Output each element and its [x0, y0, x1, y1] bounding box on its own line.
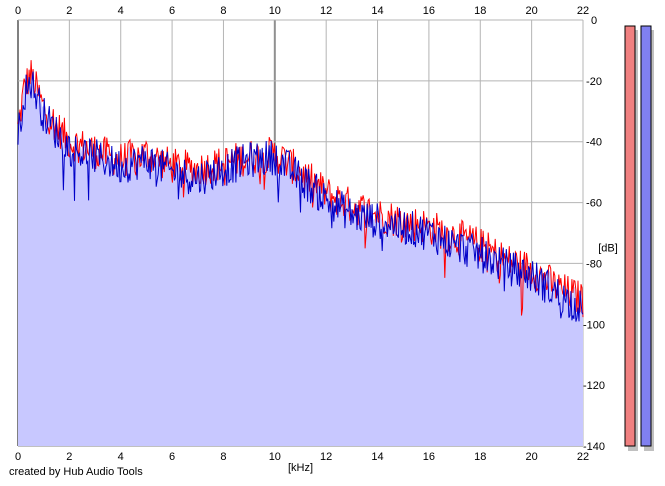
- x-ticks-top: 0 2 4 6 8 10 12 14 16 18 20 22: [15, 5, 589, 17]
- x-tick-label-top: 10: [269, 5, 281, 17]
- y-tick-label: -100: [583, 319, 605, 331]
- y-ticks: 0 -20 -40 -60 -80 -100 -120 -140: [583, 15, 605, 453]
- x-tick-label-bottom: 20: [526, 451, 538, 463]
- x-tick-label-bottom: 14: [371, 451, 383, 463]
- y-tick-label: -120: [583, 380, 605, 392]
- x-tick-label-bottom: 4: [118, 451, 124, 463]
- x-tick-label-bottom: 10: [269, 451, 281, 463]
- series-line-2: [17, 71, 584, 322]
- x-tick-label-top: 2: [66, 5, 72, 17]
- x-axis-label: [kHz]: [288, 462, 313, 474]
- x-tick-label-bottom: 16: [423, 451, 435, 463]
- x-tick-label-bottom: 2: [66, 451, 72, 463]
- y-tick-label: -80: [586, 258, 602, 270]
- x-tick-label-bottom: 6: [169, 451, 175, 463]
- x-tick-label-top: 14: [371, 5, 383, 17]
- x-tick-label-bottom: 18: [474, 451, 486, 463]
- y-tick-label: -20: [586, 76, 602, 88]
- y-tick-label: -140: [583, 441, 605, 453]
- x-ticks-bottom: 0 2 4 6 8 10 12 14 16 18 20 22: [15, 451, 589, 463]
- x-tick-label-top: 20: [526, 5, 538, 17]
- x-tick-label-bottom: 22: [577, 451, 589, 463]
- series-group: [17, 60, 584, 446]
- x-tick-label-top: 12: [320, 5, 332, 17]
- x-tick-label-top: 22: [577, 5, 589, 17]
- x-tick-label-top: 16: [423, 5, 435, 17]
- level-meters: [624, 25, 654, 451]
- y-axis-label: [dB]: [598, 242, 618, 254]
- x-tick-label-top: 4: [118, 5, 124, 17]
- x-tick-label-bottom: 8: [220, 451, 226, 463]
- x-tick-label-top: 0: [15, 5, 21, 17]
- y-tick-label: -40: [586, 137, 602, 149]
- x-tick-label-bottom: 12: [320, 451, 332, 463]
- level-meter-left: [624, 25, 636, 447]
- y-tick-label: 0: [591, 15, 597, 27]
- credit-text: created by Hub Audio Tools: [9, 466, 143, 478]
- level-meter-right: [640, 25, 652, 447]
- x-tick-label-bottom: 0: [15, 451, 21, 463]
- x-tick-label-top: 18: [474, 5, 486, 17]
- x-tick-label-top: 8: [220, 5, 226, 17]
- spectrum-fill: [18, 66, 583, 446]
- x-tick-label-top: 6: [169, 5, 175, 17]
- y-tick-label: -60: [586, 198, 602, 210]
